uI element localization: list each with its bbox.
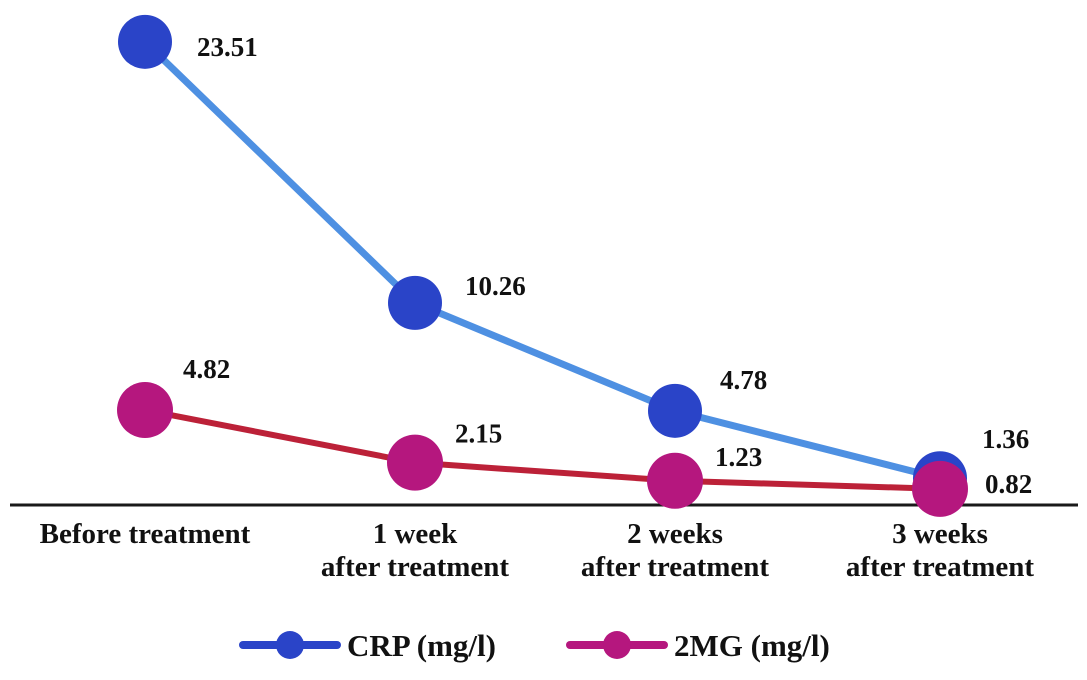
data-label: 4.78 bbox=[720, 365, 767, 395]
series-layer: 23.51 10.26 4.78 1.36 4.82 2.15 1.23 0.82 bbox=[117, 14, 1032, 517]
legend-marker-dot bbox=[603, 631, 631, 659]
legend-series-label: 2MG (mg/l) bbox=[674, 628, 830, 663]
legend-item-crp: CRP (mg/l) bbox=[239, 628, 496, 663]
legend-series-label: CRP (mg/l) bbox=[347, 628, 496, 663]
data-label: 0.82 bbox=[985, 469, 1032, 499]
x-axis-labels: Before treatment 1 week after treatment 2 w… bbox=[40, 518, 1035, 583]
legend-marker-dot bbox=[276, 631, 304, 659]
series-line-2mg bbox=[142, 407, 943, 492]
data-point-marker bbox=[117, 382, 173, 439]
data-label: 10.26 bbox=[465, 271, 526, 301]
data-label: 1.36 bbox=[982, 424, 1029, 454]
legend-item-2mg: 2MG (mg/l) bbox=[566, 628, 830, 663]
data-point-marker bbox=[388, 275, 442, 330]
data-point-marker bbox=[387, 434, 443, 491]
data-label: 4.82 bbox=[183, 354, 230, 384]
data-label: 2.15 bbox=[455, 419, 502, 449]
x-axis-tick-label: 3 weeks after treatment bbox=[846, 518, 1034, 583]
x-axis-tick-label: 1 week after treatment bbox=[321, 518, 509, 583]
data-point-marker bbox=[118, 14, 172, 69]
data-point-marker bbox=[647, 452, 703, 509]
x-axis-tick-label: Before treatment bbox=[40, 518, 251, 550]
data-point-marker bbox=[912, 460, 968, 517]
x-axis-tick-label: 2 weeks after treatment bbox=[581, 518, 769, 583]
series-line-crp bbox=[141, 38, 944, 482]
data-point-marker bbox=[648, 383, 702, 438]
data-label: 23.51 bbox=[197, 32, 258, 62]
data-label: 1.23 bbox=[715, 442, 762, 472]
legend: CRP (mg/l) 2MG (mg/l) bbox=[239, 628, 830, 663]
